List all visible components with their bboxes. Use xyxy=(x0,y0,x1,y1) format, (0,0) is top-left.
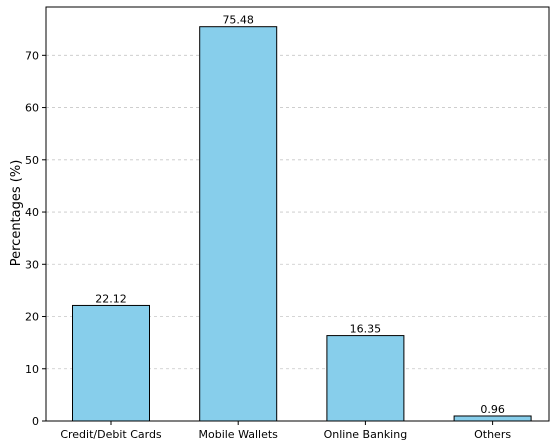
y-tick-label-60: 60 xyxy=(25,102,39,115)
x-tick-label-3: Others xyxy=(474,428,511,441)
bar-mobile-wallets xyxy=(199,26,278,422)
y-tick-label-10: 10 xyxy=(25,363,39,376)
x-tick-label-0: Credit/Debit Cards xyxy=(60,428,162,441)
data-label-2: 16.35 xyxy=(350,323,382,336)
y-tick-label-70: 70 xyxy=(25,49,39,62)
bar-credit-debit-cards xyxy=(72,304,150,422)
plot-frame xyxy=(45,6,550,422)
y-tick-label-50: 50 xyxy=(25,154,39,167)
x-tick-label-2: Online Banking xyxy=(324,428,408,441)
y-tick-label-0: 0 xyxy=(32,415,39,428)
data-labels: 22.12 75.48 16.35 0.96 xyxy=(95,14,505,416)
axes: 0 10 20 30 40 50 60 70 Credit/Debit Cards Mobile … xyxy=(25,6,550,441)
data-label-0: 22.12 xyxy=(95,292,127,305)
x-tick-label-1: Mobile Wallets xyxy=(198,428,278,441)
y-tick-label-40: 40 xyxy=(25,206,39,219)
data-label-1: 75.48 xyxy=(222,14,254,27)
y-axis-label: Percentages (%) xyxy=(9,160,24,267)
data-label-3: 0.96 xyxy=(480,403,505,416)
y-tick-label-30: 30 xyxy=(25,258,39,271)
bar-online-banking xyxy=(326,335,405,422)
bars xyxy=(72,26,532,422)
bar-others xyxy=(453,415,532,422)
y-tick-label-20: 20 xyxy=(25,311,39,324)
